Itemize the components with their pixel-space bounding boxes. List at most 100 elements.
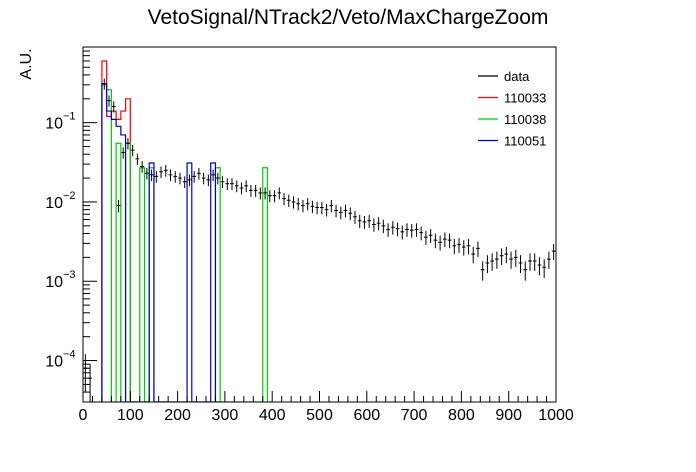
- data-point: [509, 251, 513, 269]
- y-tick-exponent: −4: [63, 349, 76, 361]
- data-point: [523, 261, 528, 281]
- y-tick-exponent: −3: [63, 269, 76, 281]
- data-point: [253, 184, 258, 197]
- data-point: [249, 184, 253, 197]
- data-point: [135, 153, 140, 166]
- data-point: [130, 144, 135, 157]
- series-110038-step-line: [101, 84, 273, 402]
- legend-entry-110038: 110038: [478, 112, 546, 127]
- series-110051-step-line: [101, 83, 221, 402]
- legend-label: 110038: [504, 112, 546, 127]
- x-tick-label: 800: [448, 407, 475, 424]
- data-point: [419, 226, 424, 241]
- x-tick-label: 400: [259, 407, 286, 424]
- data-point: [471, 246, 476, 264]
- data-point: [428, 228, 433, 244]
- y-tick-exponent: −2: [63, 190, 76, 202]
- data-point: [447, 233, 452, 249]
- y-tick-base: 10: [45, 354, 63, 371]
- data-point: [144, 167, 149, 180]
- data-point: [263, 187, 267, 200]
- plot-series-group: [83, 60, 556, 402]
- chart-title: VetoSignal/NTrack2/Veto/MaxChargeZoom: [148, 6, 549, 29]
- data-point: [211, 169, 215, 182]
- data-point: [154, 171, 159, 183]
- data-point: [334, 204, 338, 218]
- x-tick-label: 500: [306, 407, 333, 424]
- data-point: [348, 207, 353, 221]
- x-tick-label: 600: [353, 407, 380, 424]
- data-point: [466, 239, 471, 255]
- data-point: [111, 101, 116, 113]
- data-point: [452, 239, 457, 255]
- data-point: [405, 223, 409, 237]
- data-point: [372, 218, 376, 232]
- data-point: [102, 78, 107, 90]
- data-point: [400, 225, 405, 240]
- data-point: [121, 147, 126, 159]
- data-point: [395, 222, 400, 237]
- data-point: [499, 248, 504, 265]
- legend-entry-data: data: [478, 69, 530, 84]
- data-point: [551, 244, 556, 260]
- data-point: [442, 232, 447, 248]
- data-point: [547, 251, 551, 269]
- data-point: [220, 176, 225, 189]
- legend-label: 110051: [504, 134, 546, 149]
- data-point: [504, 246, 509, 264]
- y-tick-label: 10 −2: [45, 190, 75, 212]
- data-point: [168, 169, 173, 182]
- data-point: [296, 198, 301, 211]
- legend-label: 110033: [504, 91, 546, 106]
- data-point: [315, 201, 319, 215]
- data-point: [291, 196, 296, 209]
- data-point: [381, 219, 386, 234]
- data-point: [272, 190, 277, 203]
- x-tick-label: 200: [164, 407, 191, 424]
- data-point: [239, 182, 244, 195]
- data-point: [424, 230, 428, 246]
- y-tick-base: 10: [45, 274, 63, 291]
- y-tick-label: 10 −3: [45, 269, 75, 291]
- x-tick-label: 1000: [538, 407, 574, 424]
- data-point: [201, 172, 206, 185]
- data-point: [182, 176, 187, 189]
- data-point: [362, 215, 367, 230]
- data-point: [357, 214, 362, 228]
- data-point: [513, 249, 518, 267]
- y-tick-base: 10: [45, 195, 63, 212]
- data-point: [353, 210, 357, 224]
- data-point: [140, 161, 144, 173]
- data-point: [178, 172, 182, 185]
- y-tick-exponent: −1: [63, 111, 76, 123]
- data-point: [390, 221, 395, 235]
- x-tick-label: 300: [212, 407, 239, 424]
- data-point: [386, 223, 390, 237]
- data-point: [149, 169, 154, 182]
- data-point: [244, 180, 249, 193]
- data-point: [159, 166, 163, 179]
- data-point: [107, 95, 111, 107]
- data-point: [173, 171, 178, 183]
- data-point: [414, 223, 419, 237]
- data-point: [329, 199, 334, 213]
- y-tick-label: 10 −1: [45, 111, 75, 133]
- data-point: [324, 203, 329, 217]
- data-point: [542, 259, 547, 278]
- x-tick-label: 100: [117, 407, 144, 424]
- data-point: [490, 253, 495, 271]
- data-point: [376, 217, 381, 231]
- data-point: [343, 204, 348, 218]
- data-point: [310, 200, 315, 214]
- y-axis: 10−410−310−210−1: [45, 46, 97, 403]
- data-point: [476, 241, 480, 257]
- legend-entry-110033: 110033: [478, 91, 546, 106]
- data-point: [126, 138, 130, 150]
- data-point: [225, 178, 230, 191]
- data-point: [267, 190, 272, 203]
- data-point: [301, 199, 305, 213]
- data-point: [305, 198, 310, 211]
- legend: data 110033 110038 110051: [478, 69, 546, 149]
- data-point: [215, 172, 220, 185]
